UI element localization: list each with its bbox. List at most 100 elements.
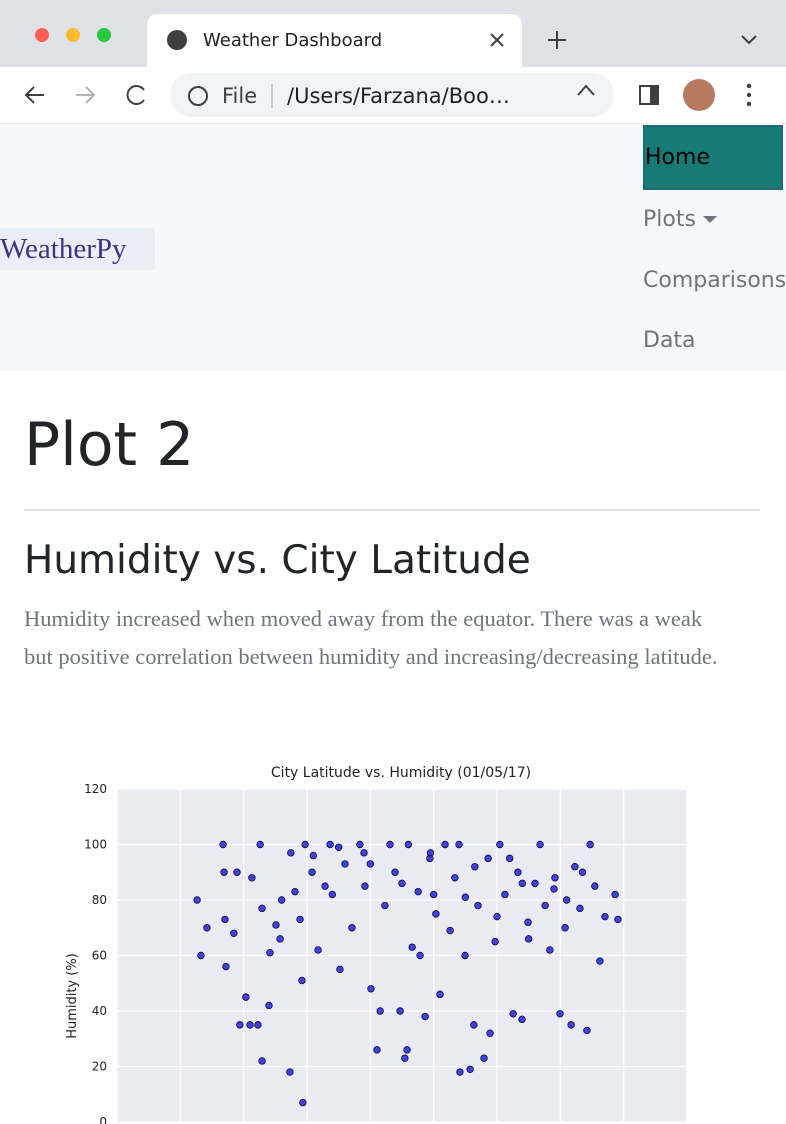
point bbox=[578, 868, 587, 876]
point bbox=[401, 1054, 409, 1062]
point bbox=[308, 868, 316, 876]
point bbox=[220, 868, 228, 876]
point bbox=[461, 951, 469, 960]
point bbox=[193, 896, 201, 904]
divider bbox=[24, 509, 760, 511]
point bbox=[576, 904, 584, 913]
point bbox=[541, 901, 549, 910]
point bbox=[291, 887, 299, 896]
point bbox=[571, 862, 579, 871]
point bbox=[246, 1021, 254, 1029]
point bbox=[446, 926, 454, 935]
point bbox=[386, 840, 394, 849]
point bbox=[518, 879, 527, 888]
point bbox=[514, 868, 522, 876]
point bbox=[501, 890, 509, 899]
point bbox=[366, 860, 375, 868]
point bbox=[361, 882, 369, 890]
point bbox=[203, 924, 211, 932]
point bbox=[561, 924, 569, 932]
point bbox=[461, 893, 470, 901]
point bbox=[242, 993, 250, 1001]
point bbox=[219, 840, 227, 849]
point bbox=[391, 868, 399, 876]
nav-active-bg bbox=[643, 125, 783, 190]
point bbox=[299, 1098, 307, 1107]
point bbox=[441, 840, 449, 849]
point bbox=[562, 896, 571, 904]
point bbox=[509, 1010, 517, 1018]
point bbox=[301, 840, 309, 849]
point bbox=[230, 929, 238, 937]
point bbox=[591, 882, 599, 890]
point bbox=[334, 843, 343, 851]
point bbox=[551, 874, 559, 882]
point bbox=[403, 1046, 411, 1054]
point bbox=[491, 937, 499, 946]
point bbox=[601, 912, 609, 921]
nav-item[interactable]: Data bbox=[643, 328, 696, 353]
heading: Plot 2 bbox=[24, 410, 195, 480]
y-tick-label: 100 bbox=[84, 838, 107, 852]
point bbox=[451, 874, 459, 882]
browser-chrome: Weather Dashboard File /Users/Farzana/Bo… bbox=[0, 14, 786, 124]
point bbox=[277, 896, 286, 904]
point bbox=[341, 860, 349, 868]
point bbox=[360, 849, 368, 857]
point bbox=[398, 879, 406, 888]
y-tick-label: 80 bbox=[92, 893, 107, 907]
point bbox=[416, 951, 424, 960]
point bbox=[583, 1026, 591, 1035]
point bbox=[376, 1007, 384, 1015]
point bbox=[586, 840, 594, 849]
point bbox=[486, 1029, 494, 1037]
brand[interactable]: WeatherPy bbox=[0, 228, 155, 270]
url[interactable]: /Users/Farzana/Boo… bbox=[287, 84, 510, 108]
url-scheme: File bbox=[222, 84, 257, 108]
point bbox=[328, 890, 337, 899]
point bbox=[258, 1057, 266, 1065]
point bbox=[484, 854, 492, 863]
point bbox=[505, 854, 514, 863]
point bbox=[256, 840, 264, 849]
point bbox=[496, 840, 504, 849]
point bbox=[236, 1021, 244, 1029]
point bbox=[614, 915, 622, 924]
point bbox=[474, 901, 482, 910]
point bbox=[408, 943, 416, 951]
point bbox=[432, 910, 440, 918]
point bbox=[287, 849, 295, 857]
point bbox=[536, 840, 544, 849]
point bbox=[356, 840, 364, 849]
point bbox=[436, 990, 444, 999]
point bbox=[404, 840, 413, 849]
nav-item[interactable]: Comparisons bbox=[643, 268, 786, 293]
point bbox=[276, 935, 284, 943]
point bbox=[326, 840, 334, 849]
point bbox=[314, 946, 322, 954]
point bbox=[471, 862, 479, 871]
point bbox=[254, 1021, 262, 1029]
point bbox=[265, 1001, 273, 1010]
point bbox=[611, 890, 619, 899]
y-tick-label: 20 bbox=[92, 1060, 107, 1074]
point bbox=[298, 976, 306, 985]
point bbox=[233, 868, 241, 876]
y-tick-label: 40 bbox=[92, 1004, 107, 1018]
nav-item[interactable]: Home bbox=[645, 145, 710, 170]
point bbox=[396, 1007, 404, 1015]
point bbox=[197, 951, 205, 960]
point bbox=[556, 1010, 564, 1018]
nav-item[interactable]: Plots bbox=[643, 207, 696, 232]
point bbox=[348, 924, 356, 932]
point bbox=[367, 985, 375, 993]
point bbox=[567, 1021, 575, 1029]
point bbox=[296, 915, 304, 924]
chart-title: City Latitude vs. Humidity (01/05/17) bbox=[271, 765, 531, 781]
tab-title[interactable]: Weather Dashboard bbox=[203, 30, 382, 51]
point bbox=[524, 935, 533, 943]
chart: City Latitude vs. Humidity (01/05/17) Hu… bbox=[65, 765, 688, 1124]
point bbox=[455, 840, 463, 849]
subheading: Humidity vs. City Latitude bbox=[24, 538, 531, 583]
point bbox=[426, 849, 435, 857]
